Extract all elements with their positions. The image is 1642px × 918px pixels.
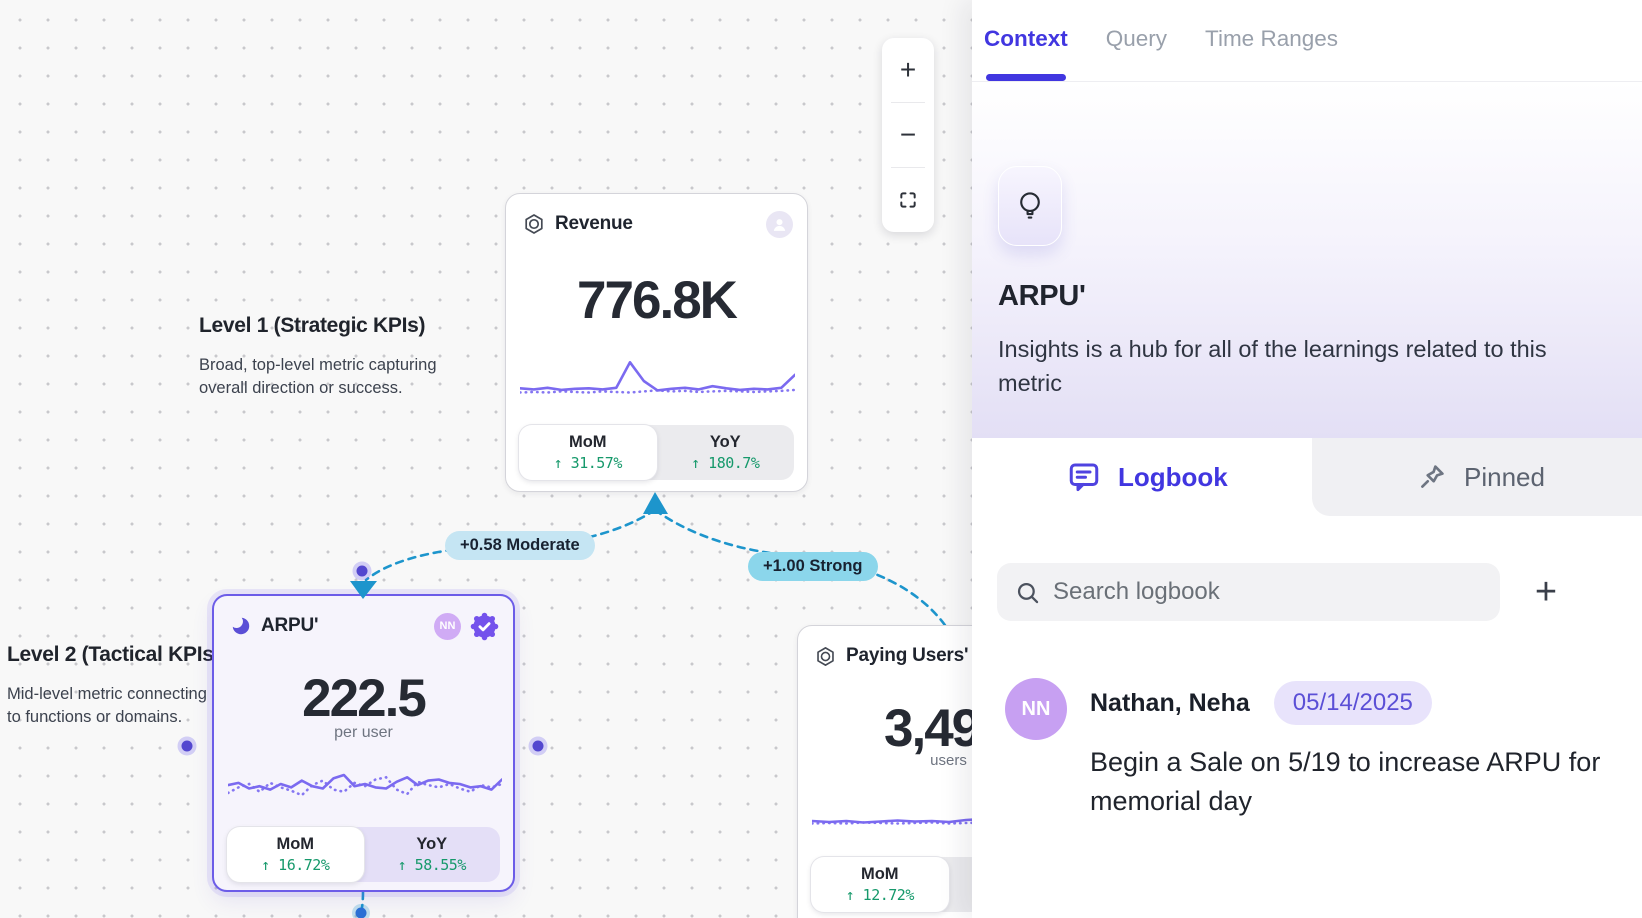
connection-handle-top [356, 565, 368, 577]
add-log-button[interactable]: + [1524, 570, 1568, 614]
user-icon [773, 218, 786, 231]
logbook-search-row: + [972, 563, 1642, 621]
metric-unit: per user [334, 724, 393, 741]
correlation-badge-strong[interactable]: +1.00 Strong [748, 552, 878, 581]
annotation-level-1-description: Broad, top-level metric capturing overal… [199, 356, 437, 397]
owner-avatar[interactable] [766, 210, 793, 238]
tab-context[interactable]: Context [984, 26, 1068, 81]
card-title: Paying Users' [846, 645, 969, 666]
mom-stat[interactable]: MoM ↑ 12.72% [811, 857, 949, 912]
arrowhead-up-revenue [643, 492, 668, 514]
yoy-stat[interactable]: YoY ↑ 58.55% [364, 827, 501, 882]
metric-value: 3,49 [884, 699, 972, 758]
connection-handle-left [181, 740, 193, 752]
verified-badge-icon [470, 612, 499, 640]
stat-value: ↑ 180.7% [691, 454, 760, 472]
correlation-badge-moderate[interactable]: +0.58 Moderate [445, 531, 595, 560]
card-header: ARPU' NN [230, 611, 499, 641]
annotation-level-1-title: Level 1 (Strategic KPIs) [199, 314, 426, 337]
mom-stat[interactable]: MoM ↑ 16.72% [227, 827, 364, 882]
stat-label: MoM [860, 865, 899, 883]
divider [891, 167, 925, 168]
crescent-moon-icon [232, 617, 250, 635]
paying-users-sparkline [812, 818, 972, 825]
annotation-level-2-title: Level 2 (Tactical KPIs) [7, 643, 221, 666]
stat-toggle: MoM ↑ 31.57% YoY ↑ 180.7% [519, 425, 794, 480]
stat-label: YoY [416, 835, 448, 853]
pin-icon [1421, 465, 1444, 488]
metric-value: 222.5 [302, 669, 427, 728]
entry-avatar: NN [1005, 678, 1067, 740]
search-icon [1017, 582, 1039, 603]
tab-time-ranges[interactable]: Time Ranges [1205, 26, 1338, 51]
connection-handle-right [532, 740, 544, 752]
lightbulb-icon [1020, 192, 1040, 219]
metric-value: 776.8K [577, 271, 738, 330]
yoy-stat[interactable] [949, 857, 973, 912]
section-label: Logbook [1118, 461, 1228, 492]
panel-tabs: Context Query Time Ranges [972, 0, 1642, 82]
card-title: Revenue [555, 213, 633, 234]
metric-node-icon [817, 646, 834, 666]
stat-toggle: MoM ↑ 16.72% YoY ↑ 58.55% [227, 827, 500, 882]
card-title: ARPU' [261, 615, 319, 636]
metric-card-revenue[interactable]: Revenue 776.8K MoM ↑ 31.57% YoY [505, 193, 808, 492]
card-header: Revenue [522, 209, 793, 239]
entry-date-badge: 05/14/2025 [1273, 681, 1432, 725]
logbook-comment-icon [1069, 463, 1099, 492]
section-tabs: Logbook Pinned [972, 438, 1642, 516]
tab-query[interactable]: Query [1105, 26, 1168, 51]
details-panel: Context Query Time Ranges ARPU' Insights… [972, 0, 1642, 918]
metric-tree-canvas[interactable]: Level 1 (Strategic KPIs) Broad, top-leve… [0, 0, 972, 918]
metric-title: ARPU' [998, 280, 1086, 312]
search-input[interactable] [1053, 578, 1500, 606]
zoom-out-button[interactable]: − [882, 103, 934, 167]
fit-view-icon [900, 192, 916, 208]
arpu-sparkline [228, 773, 502, 797]
edge-arpu-down [359, 890, 365, 916]
stat-label: MoM [276, 835, 315, 853]
yoy-stat[interactable]: YoY ↑ 180.7% [657, 425, 795, 480]
metric-context-header: ARPU' Insights is a hub for all of the l… [972, 82, 1642, 438]
stat-value: ↑ 16.72% [261, 856, 330, 874]
stat-value: ↑ 31.57% [553, 454, 623, 472]
metric-card-arpu[interactable]: ARPU' NN 222.5 per user [212, 594, 515, 892]
connection-handle-bottom [355, 907, 367, 918]
mom-stat[interactable]: MoM ↑ 31.57% [519, 425, 657, 480]
stat-label: MoM [568, 433, 607, 451]
entry-header: Nathan, Neha 05/14/2025 [1090, 681, 1432, 725]
divider [891, 102, 925, 103]
metric-card-paying-users[interactable]: Paying Users' 3,49 users MoM ↑ 12.72% [797, 625, 972, 918]
entry-author: Nathan, Neha [1090, 688, 1250, 717]
section-label: Pinned [1464, 461, 1545, 492]
stat-toggle: MoM ↑ 12.72% [811, 857, 972, 912]
annotation-level-2: Level 2 (Tactical KPIs) Mid-level metric… [7, 643, 275, 729]
assignee-avatar[interactable]: NN [434, 612, 461, 640]
card-header: Paying Users' [814, 641, 972, 671]
annotation-level-2-description: Mid-level metric connecting strategy to … [7, 685, 271, 726]
insight-icon-card [998, 166, 1062, 246]
annotation-level-1: Level 1 (Strategic KPIs) Broad, top-leve… [199, 314, 454, 400]
section-tab-logbook[interactable]: Logbook [972, 438, 1312, 516]
section-tab-pinned[interactable]: Pinned [1312, 438, 1642, 516]
zoom-in-button[interactable]: + [882, 38, 934, 102]
metric-unit: users [930, 752, 967, 769]
stat-label: YoY [709, 433, 741, 451]
stat-value: ↑ 58.55% [397, 856, 467, 874]
entry-message: Begin a Sale on 5/19 to increase ARPU fo… [1090, 747, 1601, 816]
stat-value: ↑ 12.72% [845, 886, 915, 904]
revenue-sparkline [520, 361, 795, 394]
zoom-toolbar: + − [882, 38, 934, 232]
fit-view-button[interactable] [882, 168, 934, 232]
metric-node-icon [525, 214, 543, 234]
metric-description: Insights is a hub for all of the learnin… [998, 336, 1547, 396]
logbook-search [997, 563, 1500, 621]
